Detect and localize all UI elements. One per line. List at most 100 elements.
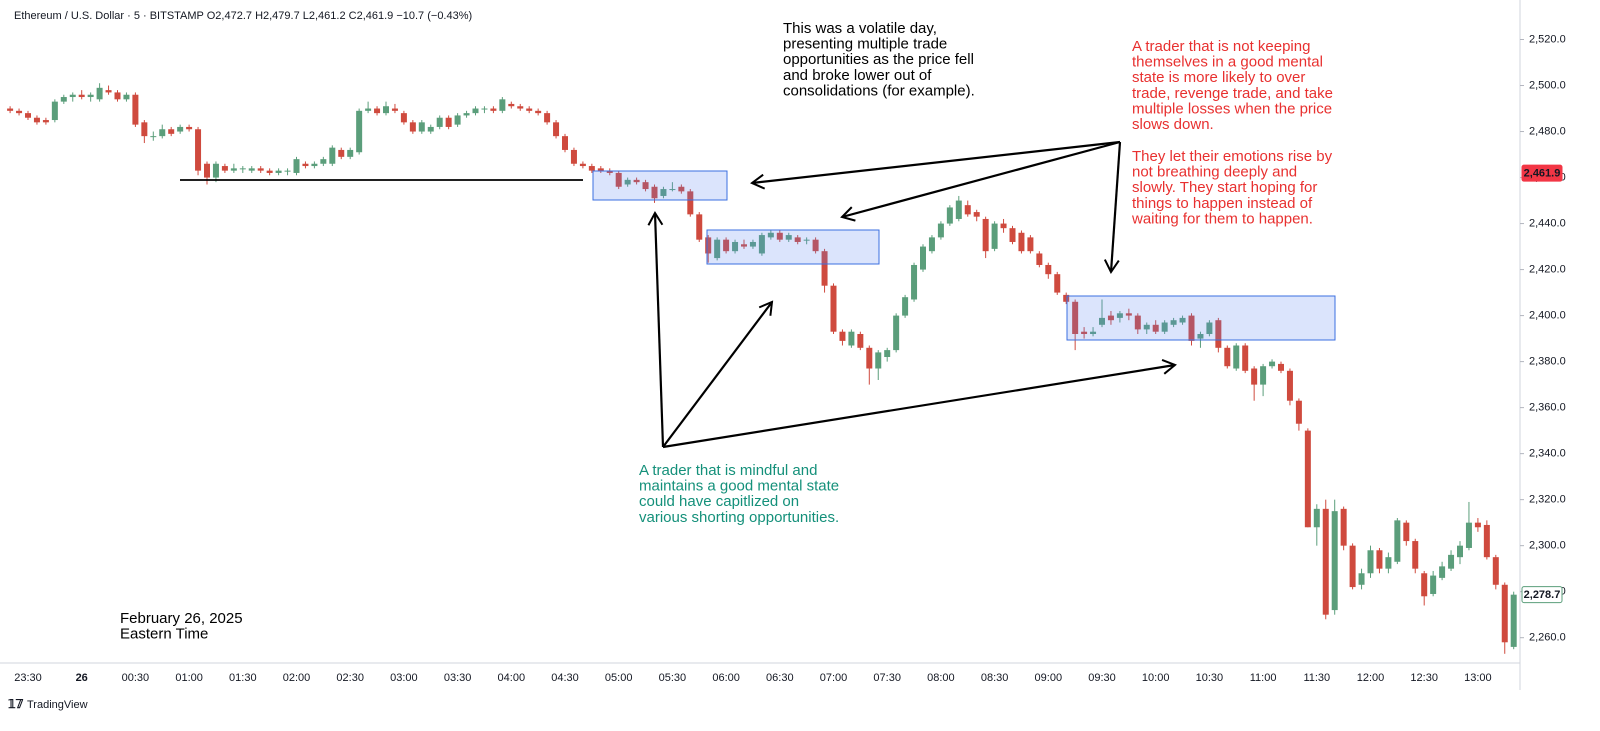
candle-body	[785, 235, 792, 240]
candle-body	[150, 136, 157, 138]
candle-body	[964, 205, 971, 215]
candle-body	[714, 239, 721, 259]
candle-body	[642, 182, 649, 190]
candle-body	[1465, 522, 1472, 548]
candle-body	[597, 168, 604, 171]
arrow	[662, 300, 774, 448]
candle-body	[1224, 347, 1231, 367]
candle-body	[857, 334, 864, 348]
candle-body	[221, 166, 228, 171]
x-tick-label: 02:30	[336, 672, 364, 684]
candle-body	[1322, 508, 1329, 615]
candle-body	[767, 232, 774, 238]
candle-body	[445, 117, 452, 127]
annotation-text: consolidations (for example).	[783, 82, 975, 99]
y-tick-label: 2,500.0	[1529, 79, 1566, 91]
x-tick-label: 11:00	[1250, 672, 1277, 684]
candle-body	[687, 191, 694, 215]
consolidation-box	[1066, 295, 1336, 341]
candle-body	[418, 122, 425, 132]
annotation-text: slows down.	[1132, 116, 1214, 133]
candle-body	[454, 115, 461, 125]
candle-body	[409, 122, 416, 132]
candle-body	[248, 168, 255, 171]
consolidation-box	[706, 229, 880, 265]
candle-body	[159, 129, 166, 137]
candle-body	[669, 189, 676, 191]
candle-body	[1107, 315, 1114, 321]
x-tick-label: 10:00	[1142, 672, 1170, 684]
candle-body	[812, 239, 819, 252]
annotation-text: state is more likely to over	[1132, 69, 1305, 86]
arrow	[662, 359, 1177, 449]
candle-body	[1349, 545, 1356, 588]
arrow	[1103, 141, 1122, 274]
candle-body	[973, 212, 980, 217]
candle-body	[1474, 522, 1481, 528]
candle-body	[69, 94, 76, 98]
candle-body	[624, 179, 631, 185]
candle-body	[204, 163, 210, 178]
annotation-text: A trader that is not keeping	[1132, 38, 1310, 55]
candle-body	[1385, 557, 1392, 569]
candle-body	[553, 122, 560, 137]
candle-body	[293, 159, 300, 173]
x-tick-label: 06:00	[712, 672, 740, 684]
candle-body	[1134, 315, 1141, 330]
candle-body	[1394, 520, 1401, 562]
annotation-text: opportunities as the price fell	[783, 51, 974, 68]
candle-body	[588, 166, 595, 171]
candle-body	[1457, 545, 1463, 558]
x-tick-label: 04:00	[498, 672, 526, 684]
candle-body	[1269, 361, 1276, 367]
x-tick-label: 08:30	[981, 672, 1009, 684]
candle-body	[123, 94, 130, 100]
x-tick-label: 00:30	[122, 672, 150, 684]
candle-body	[1036, 253, 1043, 265]
candle-body	[1197, 334, 1204, 339]
annotation-text: waiting for them to happen.	[1131, 210, 1313, 227]
brand: TradingView	[27, 699, 88, 711]
candle-body	[1072, 301, 1079, 334]
annotation-text: A trader that is mindful and	[639, 462, 817, 479]
candle-body	[1313, 508, 1320, 528]
x-tick-label: 05:00	[605, 672, 633, 684]
y-tick-label: 2,380.0	[1529, 356, 1566, 368]
candle-body	[606, 170, 613, 173]
candle-body	[1009, 228, 1016, 242]
candle-body	[660, 189, 667, 196]
candle-body	[544, 113, 551, 123]
candle-body	[579, 163, 586, 167]
candle-body	[1439, 566, 1446, 578]
candle-body	[1233, 345, 1240, 369]
candle-body	[1081, 331, 1088, 334]
y-tick-label: 2,260.0	[1529, 632, 1566, 644]
candle-body	[391, 108, 398, 111]
arrow	[840, 140, 1121, 222]
candle-body	[1340, 508, 1347, 546]
candle-body	[186, 126, 193, 130]
candle-body	[982, 218, 989, 252]
candle-body	[490, 108, 497, 111]
candle-body	[1099, 317, 1105, 325]
candle-body	[257, 168, 264, 171]
candle-body	[570, 149, 577, 164]
x-tick-label: 08:00	[927, 672, 955, 684]
candle-body	[311, 163, 318, 167]
x-tick-label: 01:00	[175, 672, 203, 684]
candle-body	[893, 315, 900, 351]
candle-body	[427, 126, 434, 132]
candle-body	[526, 108, 533, 111]
candle-body	[1295, 400, 1302, 424]
annotation-text: not breathing deeply and	[1132, 164, 1297, 181]
candle-body	[266, 170, 273, 173]
candle-body	[991, 223, 998, 249]
candle-body	[374, 108, 381, 114]
candle-body	[830, 285, 837, 332]
candle-body	[400, 113, 407, 123]
candle-body	[239, 168, 246, 170]
candle-body	[1501, 584, 1508, 643]
candle-body	[481, 108, 488, 110]
candle-body	[732, 241, 739, 252]
